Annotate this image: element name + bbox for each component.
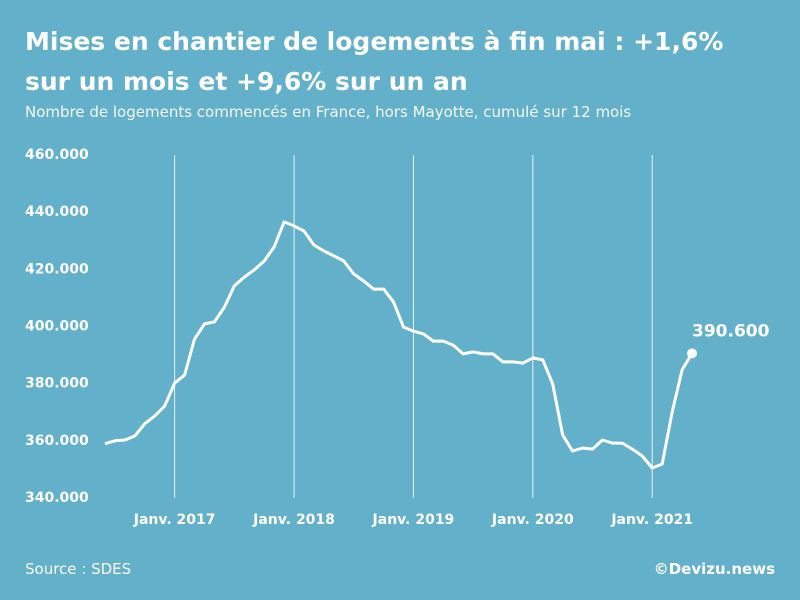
y-tick-label: 340.000: [25, 490, 89, 506]
x-tick-label: Janv. 2018: [252, 512, 335, 528]
y-tick-label: 360.000: [25, 433, 89, 449]
chart-subtitle: Nombre de logements commencés en France,…: [25, 103, 632, 121]
x-tick-label: Janv. 2020: [491, 512, 574, 528]
y-tick-label: 380.000: [25, 376, 89, 392]
y-tick-label: 440.000: [25, 204, 89, 220]
chart-title: Mises en chantier de logements à fin mai…: [25, 27, 724, 96]
value-label: 390.600: [692, 321, 770, 341]
end-point: [687, 348, 697, 359]
credit: ©Devizu.news: [653, 560, 775, 578]
x-tick-label: Janv. 2021: [610, 512, 693, 528]
line: [104, 220, 694, 470]
x-tick-label: Janv. 2019: [372, 512, 455, 528]
y-tick-label: 400.000: [25, 319, 89, 335]
y-tick-label: 460.000: [25, 147, 89, 163]
source: Source : SDES: [25, 560, 132, 578]
y-tick-label: 420.000: [25, 261, 89, 277]
x-tick-label: Janv. 2017: [133, 512, 216, 528]
